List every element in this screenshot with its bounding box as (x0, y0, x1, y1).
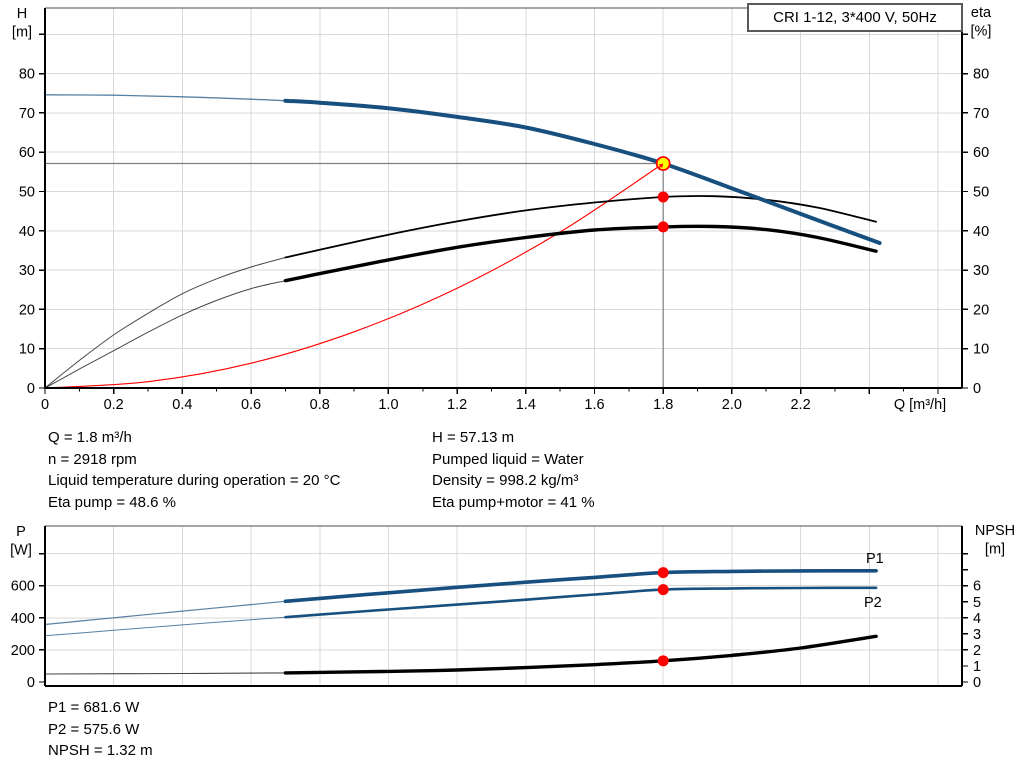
eta-pump-motor-curve (283, 224, 878, 283)
y-left-tick-label: 50 (19, 185, 35, 201)
operating-value-marker (657, 221, 669, 233)
operating-point-line: Pumped liquid = Water (432, 450, 584, 468)
x-axis-tick-label: 0.4 (172, 397, 192, 413)
head-curve-thin (44, 94, 286, 102)
y-right-tick-label: 5 (973, 595, 981, 611)
y-right-axis-label: [m] (985, 542, 1005, 558)
y-left-tick-label: 40 (19, 224, 35, 240)
x-axis-tick-label: 0 (41, 397, 49, 413)
pump-model-title: CRI 1-12, 3*400 V, 50Hz (773, 9, 937, 26)
p2-curve-label: P2 (864, 595, 882, 611)
x-axis-tick-label: 1.6 (584, 397, 604, 413)
eta-pump-curve (284, 195, 877, 259)
x-axis-tick-label: 0.8 (310, 397, 330, 413)
p1-curve-label: P1 (866, 551, 884, 567)
power-npsh-line: P1 = 681.6 W (48, 699, 140, 716)
x-axis-tick-label: 2.2 (790, 397, 810, 413)
y-right-tick-label: 80 (973, 67, 989, 83)
chart-title-box: CRI 1-12, 3*400 V, 50Hz (747, 3, 963, 32)
x-axis-tick-label: 1.8 (653, 397, 673, 413)
x-axis-unit-label: Q [m³/h] (894, 397, 946, 413)
operating-point-line: Eta pump = 48.6 % (48, 493, 176, 511)
head-curve (283, 98, 882, 245)
y-left-tick-label: 0 (27, 675, 35, 691)
y-left-tick-label: 60 (19, 145, 35, 161)
y-right-tick-label: 1 (973, 659, 981, 675)
p1-curve (283, 569, 878, 604)
x-axis-tick-label: 0.2 (104, 397, 124, 413)
operating-point-line: Liquid temperature during operation = 20… (48, 472, 341, 489)
npsh-curve (283, 634, 878, 675)
operating-point-line: Q = 1.8 m³/h (48, 429, 132, 446)
npsh-curve-thin (44, 672, 286, 675)
y-right-axis-label: NPSH (975, 523, 1015, 539)
power-npsh-line: P2 = 575.6 W (48, 720, 140, 738)
qh-eta-chart: 0 0.2 0.4 0.6 0.8 1.0 1.2 1.4 1.6 1.8 2.0 2.2 Q [m³/… (12, 5, 992, 413)
operating-point-line: n = 2918 rpm (48, 450, 137, 468)
operating-value-marker (657, 655, 669, 667)
y-left-axis-label: P (16, 524, 26, 540)
y-right-tick-label: 0 (973, 675, 981, 691)
y-right-tick-label: 30 (973, 263, 989, 279)
y-right-tick-label: 70 (973, 106, 989, 122)
operating-point-line: Eta pump+motor = 41 % (432, 493, 595, 511)
x-axis-tick-label: 1.0 (378, 397, 398, 413)
y-right-tick-label: 50 (973, 185, 989, 201)
operating-value-marker (657, 584, 669, 596)
y-left-axis-label: H (17, 6, 27, 22)
y-left-tick-label: 600 (11, 579, 35, 595)
y-left-tick-label: 30 (19, 263, 35, 279)
y-left-tick-label: 70 (19, 106, 35, 122)
y-right-tick-label: 60 (973, 145, 989, 161)
y-right-tick-label: 4 (973, 611, 981, 627)
p2-curve (284, 586, 878, 619)
p2-curve-thin (44, 616, 286, 637)
y-right-tick-label: 6 (973, 579, 981, 595)
duty-point-arrowhead (658, 163, 664, 168)
y-right-tick-label: 0 (973, 381, 981, 397)
operating-point-info-left: Q = 1.8 m³/h n = 2918 rpm Liquid temperatu… (48, 427, 340, 513)
x-axis-tick-label: 2.0 (722, 397, 742, 413)
y-right-tick-label: 10 (973, 342, 989, 358)
y-left-tick-label: 20 (19, 302, 35, 318)
power-npsh-line: NPSH = 1.32 m (48, 742, 153, 759)
x-axis-tick-label: 1.4 (516, 397, 536, 413)
x-axis-tick-label: 0.6 (241, 397, 261, 413)
y-left-tick-label: 80 (19, 67, 35, 83)
y-left-tick-label: 200 (11, 643, 35, 659)
y-left-tick-label: 10 (19, 342, 35, 358)
y-right-axis-label: [%] (971, 24, 992, 40)
y-left-tick-label: 0 (27, 381, 35, 397)
system-curve (44, 163, 664, 389)
power-npsh-info: P1 = 681.6 W P2 = 575.6 W NPSH = 1.32 m (48, 697, 153, 762)
eta-pump-curve-thin (44, 257, 286, 389)
y-right-tick-label: 20 (973, 302, 989, 318)
operating-value-marker (657, 191, 669, 203)
y-right-tick-label: 3 (973, 627, 981, 643)
y-right-axis-label: eta (971, 5, 992, 21)
operating-value-marker (657, 567, 669, 579)
y-left-axis-label: [m] (12, 25, 32, 41)
x-axis-tick-label: 1.2 (447, 397, 467, 413)
y-right-tick-label: 2 (973, 643, 981, 659)
operating-point-line: Density = 998.2 kg/m³ (432, 472, 579, 489)
y-right-tick-label: 40 (973, 224, 989, 240)
eta-pump-motor-curve-thin (44, 280, 286, 389)
operating-point-info-right: H = 57.13 m Pumped liquid = Water Density … (432, 427, 595, 513)
y-left-axis-label: [W] (10, 543, 32, 559)
p1-curve-thin (44, 600, 286, 626)
y-left-tick-label: 400 (11, 611, 35, 627)
operating-point-line: H = 57.13 m (432, 429, 515, 446)
